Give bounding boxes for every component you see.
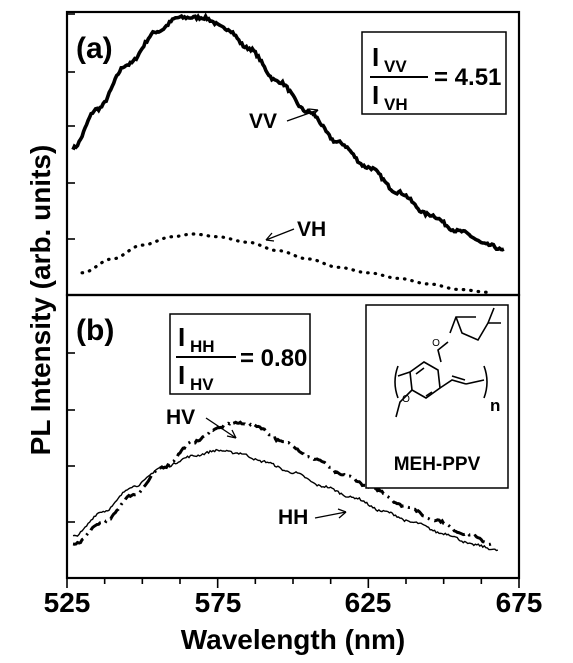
x-tick-label: 625: [345, 587, 392, 618]
oxygen-atom-1: O: [432, 338, 440, 349]
ratio-a-num: I: [372, 42, 379, 72]
oxygen-atom-2: O: [402, 394, 410, 405]
annotation-vh-label: VH: [297, 218, 326, 241]
y-ticks: [67, 13, 75, 523]
ratio-a-num-sub: VV: [384, 57, 407, 76]
ratio-b-den-sub: HV: [190, 375, 214, 394]
panel-a-label: (a): [76, 32, 113, 65]
ratio-a-value: = 4.51: [434, 64, 501, 91]
series-vh-line: [80, 232, 491, 294]
ratio-box-a: I VV I VH = 4.51: [361, 31, 507, 115]
annotation-vv: VV: [249, 108, 319, 133]
x-ticks: [66, 578, 520, 588]
ratio-b-num-sub: HH: [190, 337, 215, 356]
molecule-structure-icon: [394, 307, 501, 418]
ratio-a-den-sub: VH: [384, 95, 408, 114]
inset-label: MEH-PPV: [394, 454, 481, 475]
polymer-subscript-n: n: [490, 396, 500, 415]
annotation-vv-label: VV: [249, 110, 277, 133]
annotation-hh: HH: [278, 506, 347, 529]
y-axis-title: PL Intensity (arb. units): [25, 145, 56, 456]
annotation-hv: HV: [166, 406, 237, 439]
series-hh-line: [72, 448, 499, 552]
ratio-b-den: I: [178, 360, 185, 390]
panel-b-label: (b): [76, 314, 114, 347]
annotation-vh: VH: [265, 218, 326, 242]
panel-b-curves: [72, 419, 499, 552]
ratio-b-value: = 0.80: [240, 345, 307, 372]
annotation-hv-label: HV: [166, 406, 195, 429]
x-axis-title: Wavelength (nm): [181, 624, 406, 655]
panel-a-curves: [71, 12, 505, 294]
ratio-a-den: I: [372, 80, 379, 110]
x-tick-label: 525: [44, 587, 91, 618]
ratio-b-num: I: [178, 322, 185, 352]
annotation-hh-label: HH: [278, 506, 308, 529]
series-vv-line: [71, 12, 505, 252]
ratio-box-b: I HH I HV = 0.80: [169, 313, 311, 395]
x-tick-label: 675: [496, 587, 543, 618]
x-tick-labels: 525 575 625 675: [44, 587, 543, 618]
x-tick-label: 575: [195, 587, 242, 618]
meh-ppv-inset: O O n MEH-PPV: [365, 304, 509, 489]
